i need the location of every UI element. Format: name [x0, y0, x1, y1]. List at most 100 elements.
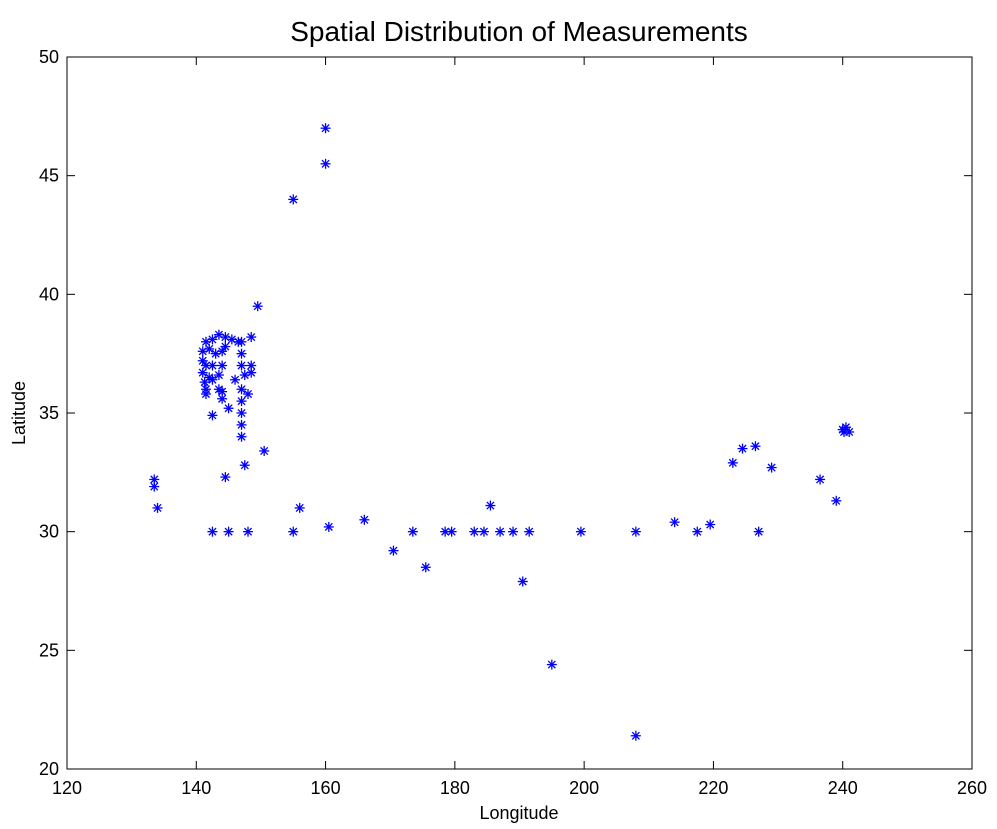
x-tick-label: 180 — [440, 778, 470, 798]
data-point — [243, 526, 253, 537]
data-point — [388, 545, 399, 556]
data-point — [753, 526, 764, 537]
data-point — [469, 526, 480, 537]
data-point — [294, 502, 305, 513]
data-point — [815, 474, 826, 485]
data-point — [197, 355, 208, 366]
data-point — [495, 526, 506, 537]
data-point — [236, 336, 247, 347]
data-point — [420, 562, 431, 573]
y-tick-label: 45 — [39, 166, 59, 186]
data-point — [320, 158, 331, 169]
x-tick-label: 220 — [698, 778, 728, 798]
x-tick: 120 — [52, 57, 82, 798]
data-point — [407, 526, 418, 537]
y-tick-label: 35 — [39, 403, 59, 423]
data-point — [320, 123, 331, 134]
y-tick-label: 50 — [39, 47, 59, 67]
data-point — [207, 334, 218, 345]
data-point — [236, 431, 247, 442]
x-tick: 240 — [828, 57, 858, 798]
data-point — [575, 526, 586, 537]
data-point — [252, 301, 263, 312]
y-tick: 25 — [39, 640, 972, 660]
data-point — [546, 659, 557, 670]
x-tick: 180 — [440, 57, 470, 798]
data-point — [839, 426, 850, 437]
x-tick: 160 — [311, 57, 341, 798]
data-point — [766, 462, 777, 473]
data-point — [288, 526, 299, 537]
y-tick: 30 — [39, 522, 972, 542]
x-tick-label: 200 — [569, 778, 599, 798]
data-point — [236, 408, 247, 418]
x-axis-label: Longitude — [479, 803, 558, 823]
y-tick: 45 — [39, 166, 972, 186]
y-tick: 35 — [39, 403, 972, 423]
data-point — [236, 396, 247, 407]
x-tick: 140 — [181, 57, 211, 798]
data-point — [230, 374, 241, 385]
data-point — [207, 526, 218, 537]
x-tick: 260 — [957, 57, 987, 798]
data-point — [359, 514, 370, 525]
data-point — [220, 472, 231, 483]
data-point — [831, 495, 842, 506]
data-point — [705, 519, 716, 530]
data-point — [446, 526, 457, 537]
plot-area — [66, 56, 973, 770]
data-point — [288, 194, 299, 205]
data-point — [750, 441, 761, 452]
y-tick-label: 40 — [39, 284, 59, 304]
data-point — [236, 360, 247, 371]
data-point — [508, 526, 519, 537]
x-tick-label: 160 — [311, 778, 341, 798]
data-point — [213, 370, 224, 381]
data-point — [200, 389, 211, 400]
y-tick: 20 — [39, 759, 972, 779]
data-point — [485, 500, 496, 511]
data-point — [207, 360, 218, 371]
data-point — [524, 526, 535, 537]
data-point — [323, 521, 334, 532]
x-tick: 200 — [569, 57, 599, 798]
data-point — [692, 526, 703, 537]
data-point — [204, 343, 215, 354]
chart-title: Spatial Distribution of Measurements — [290, 16, 748, 47]
data-point — [236, 348, 247, 359]
data-point — [517, 576, 528, 587]
x-tick-label: 120 — [52, 778, 82, 798]
data-point — [217, 360, 228, 371]
y-tick: 40 — [39, 284, 972, 304]
data-point — [727, 457, 738, 468]
data-point — [630, 526, 641, 537]
data-point — [207, 374, 218, 385]
data-point — [239, 460, 250, 471]
data-point — [669, 517, 680, 528]
data-points — [149, 123, 855, 741]
y-tick: 50 — [39, 47, 972, 67]
data-point — [236, 419, 247, 430]
y-tick-label: 25 — [39, 640, 59, 660]
data-point — [199, 377, 210, 388]
data-point — [737, 443, 748, 454]
data-point — [246, 367, 257, 378]
y-tick-label: 20 — [39, 759, 59, 779]
y-axis-label: Latitude — [9, 381, 29, 445]
x-tick-label: 260 — [957, 778, 987, 798]
data-point — [223, 526, 234, 537]
x-tick-label: 240 — [828, 778, 858, 798]
x-tick: 220 — [698, 57, 728, 798]
axis-ticks: 120 140 160 180 200 220 240 260 20 25 30 35 40 45 50 — [39, 47, 987, 798]
data-point — [152, 502, 163, 513]
data-point — [236, 384, 247, 395]
data-point — [197, 367, 208, 378]
data-point — [259, 445, 270, 456]
data-point — [149, 481, 160, 492]
data-point — [243, 389, 253, 400]
data-point — [220, 341, 231, 352]
data-point — [478, 526, 489, 537]
data-point — [207, 410, 218, 421]
data-point — [223, 403, 234, 414]
